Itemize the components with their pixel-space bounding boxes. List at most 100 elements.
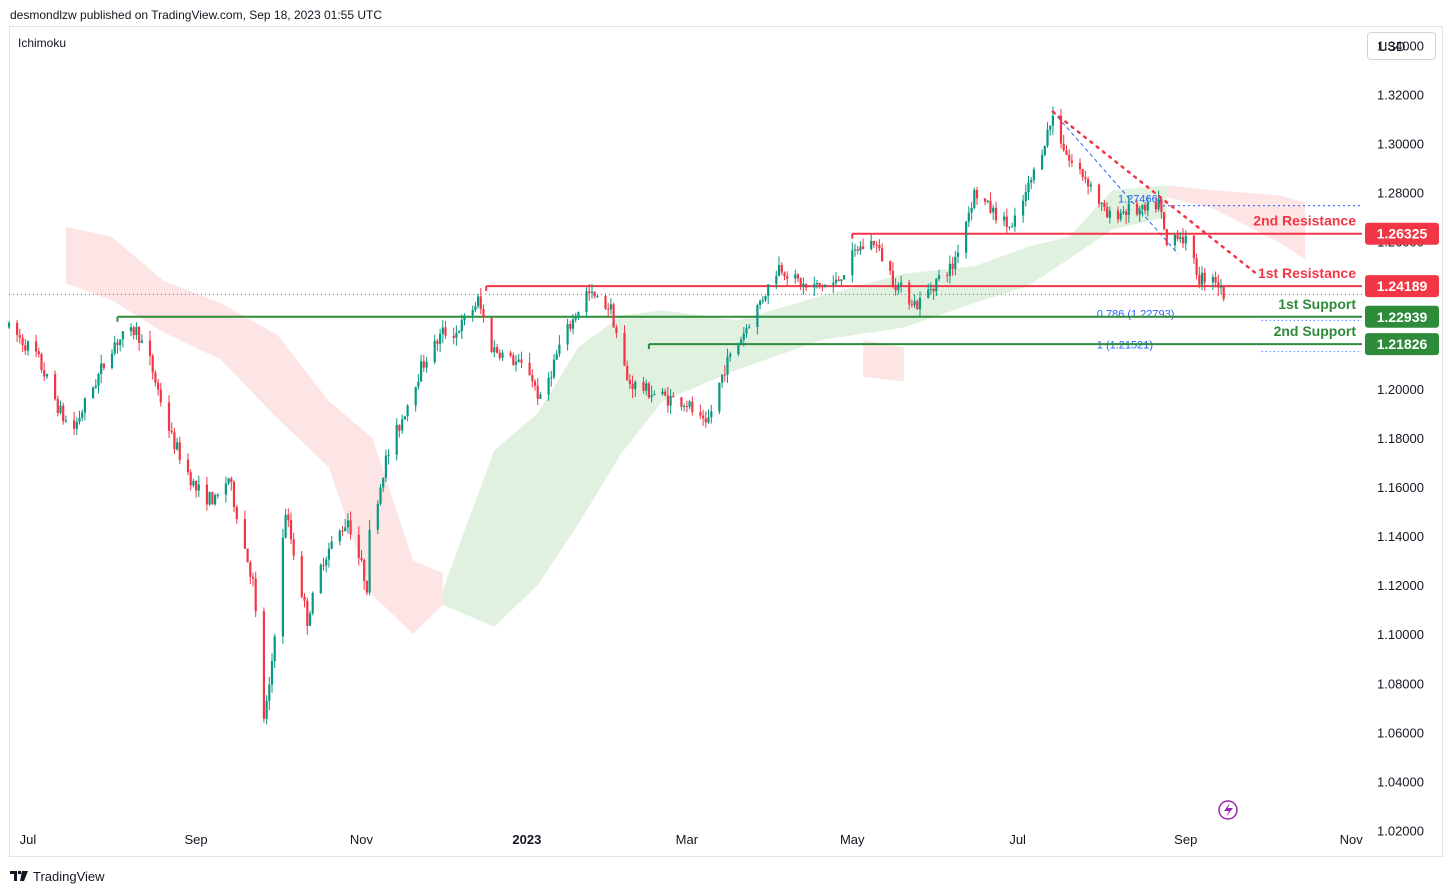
candle-body xyxy=(1097,184,1101,204)
candle-body xyxy=(558,344,561,354)
cloud-bearish xyxy=(863,339,904,382)
candle-body xyxy=(832,282,835,285)
candle-body xyxy=(64,420,67,422)
candle-body xyxy=(455,333,458,338)
candle-body xyxy=(439,333,442,344)
candle-body xyxy=(1198,275,1201,285)
candle-body xyxy=(685,406,688,407)
candle-body xyxy=(338,530,341,542)
candle-body xyxy=(569,324,572,329)
support-price-tag xyxy=(1365,305,1439,328)
price-axis[interactable]: 1.340001.320001.300001.280001.260001.240… xyxy=(1377,38,1424,838)
candle-body xyxy=(1049,125,1052,130)
candle-body xyxy=(360,558,363,560)
candle-body xyxy=(1003,216,1006,221)
candle-body xyxy=(1022,200,1025,216)
candle-body xyxy=(975,190,979,199)
candle-body xyxy=(433,340,436,362)
candle-body xyxy=(303,596,306,601)
candle-body xyxy=(230,478,233,482)
support-annotation: 1st Support xyxy=(1278,296,1356,312)
candle-body xyxy=(756,305,759,327)
currency-selector[interactable]: USD xyxy=(1367,32,1436,60)
candle-body xyxy=(612,304,615,328)
candle-body xyxy=(913,301,916,306)
candle-body xyxy=(1046,129,1049,146)
candle-body xyxy=(110,353,114,368)
candle-body xyxy=(699,412,702,416)
candle-body xyxy=(761,300,764,302)
candle-body xyxy=(1122,211,1125,213)
candle-body xyxy=(97,374,100,386)
candle-body xyxy=(246,548,249,563)
candle-body xyxy=(566,324,569,345)
price-tags: 1.26325 1.24189 1.22939 1.21826 xyxy=(1365,222,1439,356)
candle-body xyxy=(159,389,162,403)
candle-body xyxy=(623,332,626,366)
candle-body xyxy=(824,284,827,288)
candle-body xyxy=(729,354,732,357)
candle-body xyxy=(1138,209,1141,215)
price-tick-label: 1.06000 xyxy=(1377,725,1424,740)
candle-body xyxy=(992,207,995,213)
price-tag-label: 1.21826 xyxy=(1377,336,1428,352)
time-tick-label: Jul xyxy=(20,832,37,847)
candle-body xyxy=(170,430,173,433)
candle-body xyxy=(1084,177,1087,180)
candle-body xyxy=(634,381,637,390)
candle-body xyxy=(878,245,881,249)
candle-body xyxy=(140,340,143,343)
candle-body xyxy=(1008,226,1011,228)
candle-body xyxy=(81,412,84,418)
candle-body xyxy=(531,375,534,382)
candle-body xyxy=(1217,282,1220,288)
replay-lightning-icon[interactable] xyxy=(1218,800,1238,820)
candle-body xyxy=(897,284,900,291)
candle-body xyxy=(251,576,255,579)
candle-body xyxy=(1127,203,1130,215)
resistance-annotation: 1st Resistance xyxy=(1258,265,1356,281)
candle-body xyxy=(1024,192,1027,201)
candle-body xyxy=(243,519,246,549)
candle-body xyxy=(1051,115,1054,126)
candle-body xyxy=(151,355,154,373)
candle-body xyxy=(604,295,607,309)
time-tick-label: Sep xyxy=(1174,832,1197,847)
price-tick-label: 1.18000 xyxy=(1377,431,1424,446)
resistance-price-tag xyxy=(1365,275,1439,298)
candle-body xyxy=(214,495,217,505)
candle-body xyxy=(262,611,265,719)
candle-body xyxy=(951,263,954,269)
candle-body xyxy=(78,417,81,422)
support-price-tag xyxy=(1365,333,1439,356)
candle-body xyxy=(764,295,767,301)
candle-body xyxy=(1181,236,1185,244)
candle-body xyxy=(1179,236,1182,239)
candle-body xyxy=(813,284,816,288)
candle-body xyxy=(786,276,789,279)
price-tag-label: 1.24189 xyxy=(1377,278,1428,294)
candle-body xyxy=(205,484,208,505)
time-axis[interactable]: Jul Sep Nov 2023 Mar May Jul Sep Nov xyxy=(20,832,1364,847)
indicator-label[interactable]: Ichimoku xyxy=(18,36,67,50)
candle-body xyxy=(533,381,537,386)
candle-body xyxy=(973,190,976,208)
candle-body xyxy=(626,365,629,381)
candle-body xyxy=(1041,154,1044,170)
candle-body xyxy=(59,405,62,413)
candle-body xyxy=(1184,235,1187,244)
candle-body xyxy=(932,288,935,292)
candle-body xyxy=(211,492,214,505)
candle-body xyxy=(585,291,588,313)
candle-body xyxy=(1157,199,1160,210)
candle-body xyxy=(737,343,740,355)
candle-body xyxy=(1141,204,1144,210)
candle-body xyxy=(552,359,556,378)
candle-body xyxy=(683,406,686,407)
candle-body xyxy=(357,534,360,558)
candle-body xyxy=(18,335,21,338)
price-tick-label: 1.16000 xyxy=(1377,480,1424,495)
candle-body xyxy=(672,395,675,398)
candle-body xyxy=(1203,272,1206,283)
